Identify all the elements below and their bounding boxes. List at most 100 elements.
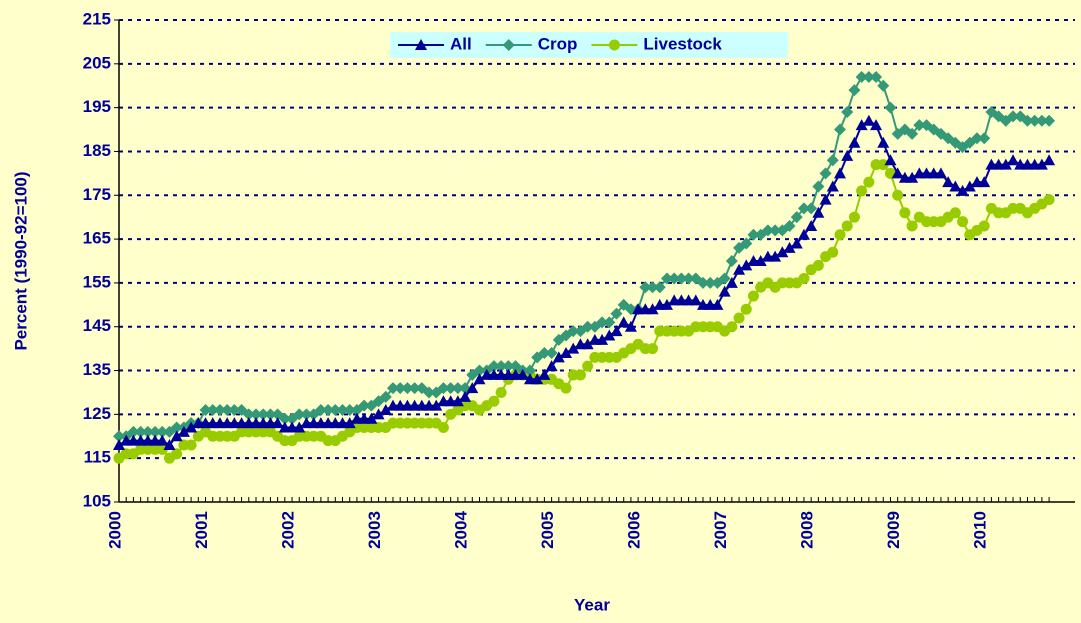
point [141, 425, 154, 438]
point [127, 425, 140, 438]
point [156, 443, 168, 455]
point [653, 281, 666, 294]
point [394, 382, 407, 395]
point [624, 320, 637, 332]
point [271, 417, 284, 429]
point [949, 180, 962, 192]
point [797, 228, 810, 240]
point [718, 285, 731, 297]
point [862, 114, 875, 126]
point [170, 421, 183, 434]
point [322, 403, 335, 416]
point [834, 229, 846, 241]
point [797, 202, 810, 215]
point [451, 382, 464, 395]
point [942, 176, 955, 188]
point [862, 70, 875, 83]
point [596, 333, 609, 345]
point [1035, 114, 1048, 127]
point [278, 412, 291, 425]
point [314, 403, 327, 416]
point [473, 364, 486, 377]
point [740, 237, 753, 250]
point [156, 434, 169, 446]
point [855, 70, 868, 83]
legend-label: Livestock [643, 34, 722, 53]
point [177, 425, 190, 437]
y-tick-label: 145 [83, 316, 111, 335]
point [603, 329, 616, 341]
point [451, 395, 464, 407]
point [906, 127, 919, 140]
point [372, 408, 385, 420]
point [978, 220, 990, 232]
point [1043, 114, 1056, 127]
x-tick-label: 2007 [711, 511, 730, 549]
point [603, 316, 616, 329]
point [185, 421, 198, 433]
point [913, 119, 926, 132]
point [827, 246, 839, 258]
y-tick-label: 185 [83, 141, 111, 160]
point [675, 272, 688, 285]
point [206, 403, 219, 416]
point [502, 360, 515, 373]
point [834, 123, 846, 136]
point [538, 347, 551, 360]
x-tick-label: 2005 [538, 511, 557, 549]
point [343, 417, 356, 429]
point [877, 136, 890, 148]
point [523, 364, 536, 377]
point [783, 241, 796, 253]
y-tick-label: 175 [83, 185, 111, 204]
point [718, 272, 731, 285]
point [639, 281, 652, 294]
point [906, 171, 919, 183]
point [870, 70, 883, 83]
point [970, 132, 983, 145]
point [855, 119, 868, 131]
point [386, 382, 399, 395]
point [863, 176, 875, 188]
y-tick-label: 125 [83, 404, 111, 423]
point [812, 180, 825, 193]
legend-label: All [450, 34, 472, 53]
point [790, 211, 803, 224]
point [725, 276, 738, 288]
point [819, 193, 832, 205]
point [711, 298, 724, 310]
point [1035, 158, 1048, 170]
point [582, 360, 594, 372]
point [841, 106, 854, 119]
point [567, 342, 580, 354]
point [336, 403, 349, 416]
point [134, 425, 147, 438]
x-axis-title: Year [574, 595, 610, 614]
point [725, 255, 738, 267]
y-tick-label: 155 [83, 272, 111, 291]
point [379, 390, 392, 403]
point [610, 307, 623, 320]
point [747, 228, 760, 241]
x-tick-label: 2000 [105, 511, 124, 549]
point [805, 219, 818, 231]
point [776, 246, 789, 258]
point [906, 220, 918, 232]
point [545, 360, 558, 372]
point [978, 132, 991, 145]
point [516, 368, 529, 380]
point [459, 390, 472, 402]
x-tick-label: 2009 [884, 511, 903, 549]
legend-marker [608, 39, 620, 51]
point [963, 180, 976, 192]
point [747, 290, 759, 302]
point [892, 189, 904, 201]
point [379, 403, 392, 415]
point [408, 382, 421, 395]
point [697, 276, 710, 289]
legend: All Crop Livestock [390, 32, 788, 58]
point [891, 167, 904, 179]
point [300, 408, 313, 421]
